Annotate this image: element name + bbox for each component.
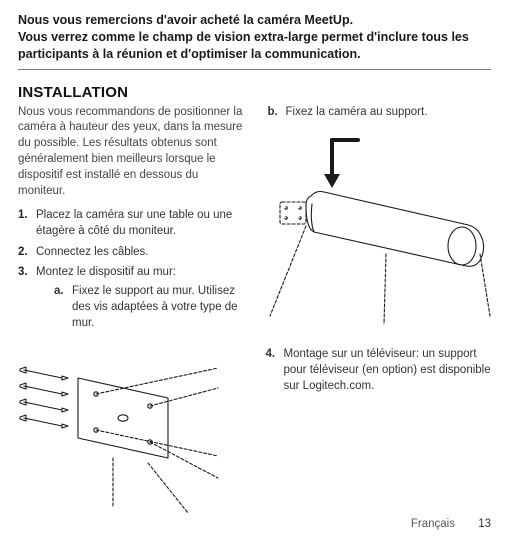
step-4-block: 4. Montage sur un téléviseur: un support… xyxy=(266,347,492,395)
step-4-number: 4. xyxy=(266,347,276,363)
step-3b: b. Fixez la caméra au support. xyxy=(268,105,492,121)
step-3-substeps: a. Fixez le support au mur. Utilisez des… xyxy=(36,284,244,332)
footer-page-number: 13 xyxy=(478,518,491,530)
step-3b-block: b. Fixez la caméra au support. xyxy=(266,105,492,121)
step-3a-text: Fixez le support au mur. Utilisez des vi… xyxy=(72,285,238,329)
footer-language: Français xyxy=(411,518,455,530)
step-1-text: Placez la caméra sur une table ou une ét… xyxy=(36,209,232,237)
step-3a-number: a. xyxy=(54,284,64,300)
step-3a: a. Fixez le support au mur. Utilisez des… xyxy=(54,284,244,332)
intro-header: Nous vous remercions d'avoir acheté la c… xyxy=(18,12,491,63)
right-column: b. Fixez la caméra au support. xyxy=(266,105,492,528)
step-3b-number: b. xyxy=(268,105,278,121)
step-3b-text: Fixez la caméra au support. xyxy=(286,106,428,118)
left-column: Nous vous recommandons de positionner la… xyxy=(18,105,244,528)
two-column-layout: Nous vous recommandons de positionner la… xyxy=(18,105,491,528)
divider xyxy=(18,69,491,70)
step-3: 3. Montez le dispositif au mur: a. Fixez… xyxy=(18,265,244,331)
step-4-text: Montage sur un téléviseur: un support po… xyxy=(284,348,491,392)
header-line-1: Nous vous remercions d'avoir acheté la c… xyxy=(18,12,491,29)
wall-mount-svg xyxy=(18,338,228,523)
step-3-text: Montez le dispositif au mur: xyxy=(36,266,176,278)
page-footer: Français 13 xyxy=(411,518,491,530)
step-1-number: 1. xyxy=(18,208,28,224)
intro-paragraph: Nous vous recommandons de positionner la… xyxy=(18,105,244,200)
steps-list: 1. Placez la caméra sur une table ou une… xyxy=(18,208,244,332)
step-2: 2. Connectez les câbles. xyxy=(18,245,244,261)
section-title: INSTALLATION xyxy=(18,84,491,101)
illustration-attach-camera xyxy=(266,126,492,331)
step-3-number: 3. xyxy=(18,265,28,281)
step-4: 4. Montage sur un téléviseur: un support… xyxy=(266,347,492,395)
illustration-wall-mount xyxy=(18,338,244,528)
step-1: 1. Placez la caméra sur une table ou une… xyxy=(18,208,244,240)
attach-camera-svg xyxy=(266,126,491,326)
step-2-text: Connectez les câbles. xyxy=(36,246,149,258)
step-2-number: 2. xyxy=(18,245,28,261)
header-line-2: Vous verrez comme le champ de vision ext… xyxy=(18,29,491,63)
